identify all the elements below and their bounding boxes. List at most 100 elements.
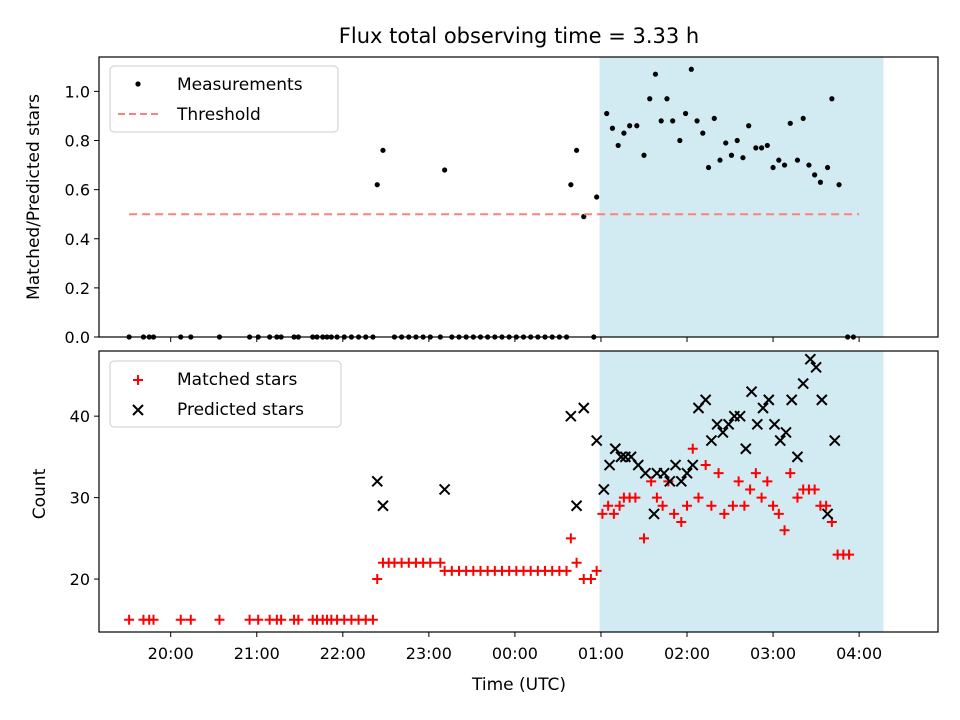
predicted-star-point [598,483,610,496]
measurement-point [641,152,647,158]
predicted-star-point [648,508,660,520]
matched-star-point [773,508,784,519]
predicted-star-point [609,443,622,455]
y-tick-label: 0.8 [65,132,90,151]
measurement-point [670,118,676,124]
top-y-axis-label: Matched/Predicted stars [24,94,44,300]
predicted-star-point [681,467,693,479]
matched-star-point [821,500,832,511]
predicted-star-point [774,434,786,447]
measurement-point [682,110,689,117]
bottom-axes-frame [98,350,939,633]
y-tick-label: 30 [70,489,90,508]
predicted-star-point [687,459,699,471]
matched-star-point [608,508,619,519]
measurement-point [746,123,752,129]
matched-star-point [727,500,738,511]
matched-star-point [244,614,255,625]
matched-star-point [185,614,196,625]
matched-star-point [614,500,625,511]
matched-star-point [148,614,159,625]
predicted-star-point [797,377,809,390]
legend-predicted-marker [132,404,144,416]
predicted-star-point [791,451,804,463]
predicted-star-point [438,483,451,496]
measurement-point [700,130,706,136]
matched-star-point [253,614,264,625]
matched-star-point [293,614,304,625]
measurement-point [836,182,842,188]
predicted-star-point [821,508,834,520]
predicted-star-point [722,418,735,431]
predicted-star-point [768,418,781,431]
y-tick-label: 40 [70,407,90,426]
predicted-star-point [816,394,828,406]
predicted-star-point [699,394,712,406]
bottom-y-ticks: 20 30 40 [70,407,99,589]
predicted-star-point [804,353,817,365]
measurement-point [711,115,717,122]
matched-star-point [676,517,687,528]
y-tick-label: 0.2 [65,279,90,298]
x-tick-label: 22:00 [320,644,366,663]
legend-matched-label: Matched stars [177,370,297,390]
matched-star-point [561,565,572,576]
predicted-star-point [570,500,583,512]
matched-star-point [591,565,602,576]
matched-star-point [367,614,378,625]
predicted-star-point [615,451,627,463]
matched-star-point [646,476,657,487]
x-tick-label: 02:00 [664,644,710,663]
matched-star-point [638,533,649,544]
predicted-star-point [675,475,687,488]
matched-star-point [372,574,383,585]
x-tick-label: 20:00 [148,644,194,663]
measurement-point [758,145,765,151]
predicted-star-point [377,500,389,512]
top-series [126,66,860,340]
predicted-star-point [603,459,616,471]
observing-window-span [599,57,884,337]
predicted-star-point [740,443,752,455]
legend-measurements-marker [135,81,141,87]
measurement-point [594,194,600,200]
y-tick-label: 0.0 [65,328,90,347]
predicted-star-point [810,361,822,373]
top-y-ticks: 0.0 0.2 0.4 0.6 0.8 1.0 [65,82,860,347]
measurement-point [806,162,812,168]
matched-star-point [603,500,614,511]
predicted-star-point [371,475,383,488]
measurement-point [573,147,580,153]
measurement-point [787,120,793,126]
measurement-point [694,118,700,124]
measurement-point [817,179,823,185]
measurement-point [609,125,616,131]
bottom-legend: Matched stars Predicted stars [109,360,342,428]
matched-star-point [651,492,662,503]
matched-star-point [779,525,790,536]
measurement-point [688,66,694,72]
measurement-point [800,115,806,122]
measurement-point [764,142,770,149]
matched-star-point [762,476,773,487]
matched-star-point [719,508,730,519]
matched-star-point [214,614,225,625]
matched-star-point [713,468,724,479]
predicted-star-point [717,426,729,439]
x-axis-label: Time (UTC) [471,675,566,695]
measurement-point [794,157,801,163]
matched-star-point [571,557,582,568]
matched-star-point [682,500,693,511]
matched-star-point [630,492,641,503]
bottom-panel: 20 30 40 20:00 21:00 22:00 23:00 00:00 01:00 02:… [30,350,939,695]
matched-star-point [597,508,608,519]
measurement-point [776,157,782,163]
measurement-point [634,123,640,129]
measurement-point [824,164,831,171]
x-tick-label: 00:00 [492,644,538,663]
predicted-star-point [751,418,763,431]
figure-title: Flux total observing time = 3.33 h [339,24,699,48]
matched-star-point [768,500,779,511]
x-tick-label: 01:00 [578,644,624,663]
